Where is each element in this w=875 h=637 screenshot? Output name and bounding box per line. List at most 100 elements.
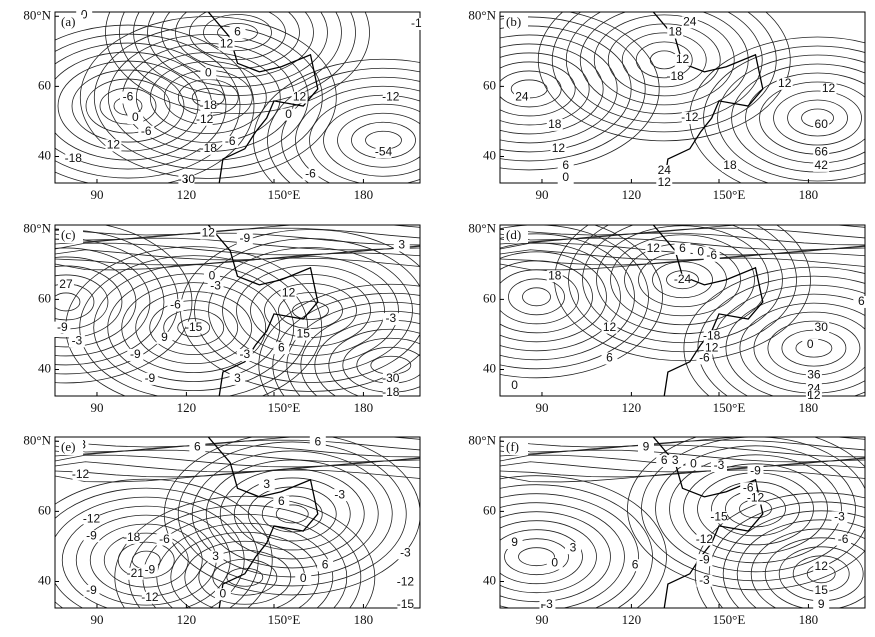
lat-tick-label: 40 (38, 572, 51, 587)
contour-label: -3 (714, 458, 725, 472)
contour-label: 12 (647, 241, 661, 255)
contour-label: -1 (411, 16, 422, 30)
contour-label: 36 (807, 368, 821, 382)
contour-line (399, 8, 659, 170)
contour-label: -3 (210, 279, 221, 293)
lat-tick-label: 60 (483, 502, 496, 517)
contour-label: 12 (603, 320, 617, 334)
contour-line (746, 73, 875, 163)
lat-tick-label: 60 (483, 290, 496, 305)
lon-tick-label: 90 (90, 187, 103, 202)
contour-label: 0 (551, 556, 558, 570)
contour-line (310, 95, 458, 185)
contour-label: 12 (822, 81, 836, 95)
contour-label: 12 (778, 76, 792, 90)
contour-line (72, 70, 184, 142)
contour-label: -6 (706, 248, 717, 262)
contour-label: -9 (130, 347, 141, 361)
contour-label: 12 (282, 286, 296, 300)
contour-line (20, 479, 272, 632)
lon-tick-label: 180 (799, 187, 819, 202)
contour-line (324, 104, 444, 176)
contour-line (262, 496, 322, 532)
contour-line (509, 279, 565, 315)
panel: 241812-182418126012-1212606642182412(b)8… (399, 0, 875, 202)
contour-label: 3 (672, 453, 679, 467)
contour-line (427, 26, 631, 152)
lat-tick-label: 40 (483, 572, 496, 587)
contour-label: 9 (161, 330, 168, 344)
contour-label: -3 (834, 510, 845, 524)
contour-label: -9 (86, 583, 97, 597)
contour-label: -18 (200, 141, 218, 155)
lat-tick-label: 40 (38, 147, 51, 162)
contour-label: -12 (196, 112, 214, 126)
contour-label: -12 (747, 491, 765, 505)
lon-tick-label: 150°E (713, 400, 746, 415)
contour-line (120, 0, 356, 105)
contour-label: -12 (397, 575, 415, 589)
contour-label: 42 (815, 158, 829, 172)
contour-label: -9 (239, 231, 250, 245)
contour-line (698, 276, 875, 420)
contour-label: -6 (699, 351, 710, 365)
contour-label: 12 (676, 52, 690, 66)
contour-label: -3 (72, 333, 83, 347)
contour-label: -18 (65, 151, 83, 165)
contour-label: -6 (305, 167, 316, 181)
contour-label: 27 (59, 277, 73, 291)
contours (20, 433, 420, 632)
contour-label: 12 (293, 90, 307, 104)
contour-label: 24 (515, 90, 529, 104)
contour-line (712, 285, 875, 411)
contour-label: -9 (57, 320, 68, 334)
contour-line (227, 568, 263, 586)
lon-tick-label: 90 (535, 612, 548, 627)
contours (2, 0, 514, 221)
contour-label: 0 (300, 571, 307, 585)
contour-label: 12 (815, 559, 829, 573)
contour-line (732, 64, 875, 172)
contour-label: 18 (548, 268, 562, 282)
contour-line (552, 0, 776, 132)
contour-label: -21 (127, 566, 145, 580)
contour-line (164, 433, 420, 595)
contour-label: 18 (723, 158, 737, 172)
contour-label: 15 (815, 583, 829, 597)
lon-tick-label: 180 (799, 612, 819, 627)
contour-label: -18 (667, 69, 685, 83)
contour-label: -3 (699, 573, 710, 587)
lat-tick-label: 60 (38, 77, 51, 92)
contour-label: 6 (278, 340, 285, 354)
contour-label: 0 (697, 245, 704, 259)
contour-label: 6 (234, 25, 241, 39)
contour-label: -12 (681, 110, 699, 124)
contour-label: -15 (397, 597, 415, 611)
lon-tick-label: 150°E (713, 612, 746, 627)
contours (399, 0, 875, 199)
contour-label: -6 (123, 90, 134, 104)
contour-label: -12 (83, 511, 101, 525)
lat-tick-label: 60 (483, 77, 496, 92)
contour-line (523, 288, 551, 306)
lon-tick-label: 180 (354, 187, 374, 202)
contour-label: -12 (72, 467, 90, 481)
contour-line (44, 52, 212, 160)
contour-label: 18 (669, 25, 683, 39)
lon-tick-label: 150°E (713, 187, 746, 202)
contour-label: 6 (632, 557, 639, 571)
contours (407, 428, 875, 632)
lon-tick-label: 120 (177, 187, 197, 202)
panel-label: (b) (506, 14, 521, 29)
panel-label: (f) (506, 439, 519, 454)
contour-label: 0 (285, 107, 292, 121)
contour-label: -3 (334, 487, 345, 501)
contour-label: 6 (606, 351, 613, 365)
contour-label: -9 (86, 528, 97, 542)
lon-tick-label: 90 (90, 400, 103, 415)
contour-label: 0 (562, 170, 569, 184)
contour-label: -9 (750, 463, 761, 477)
contour-label: 6 (322, 557, 329, 571)
contour-line (435, 494, 639, 620)
